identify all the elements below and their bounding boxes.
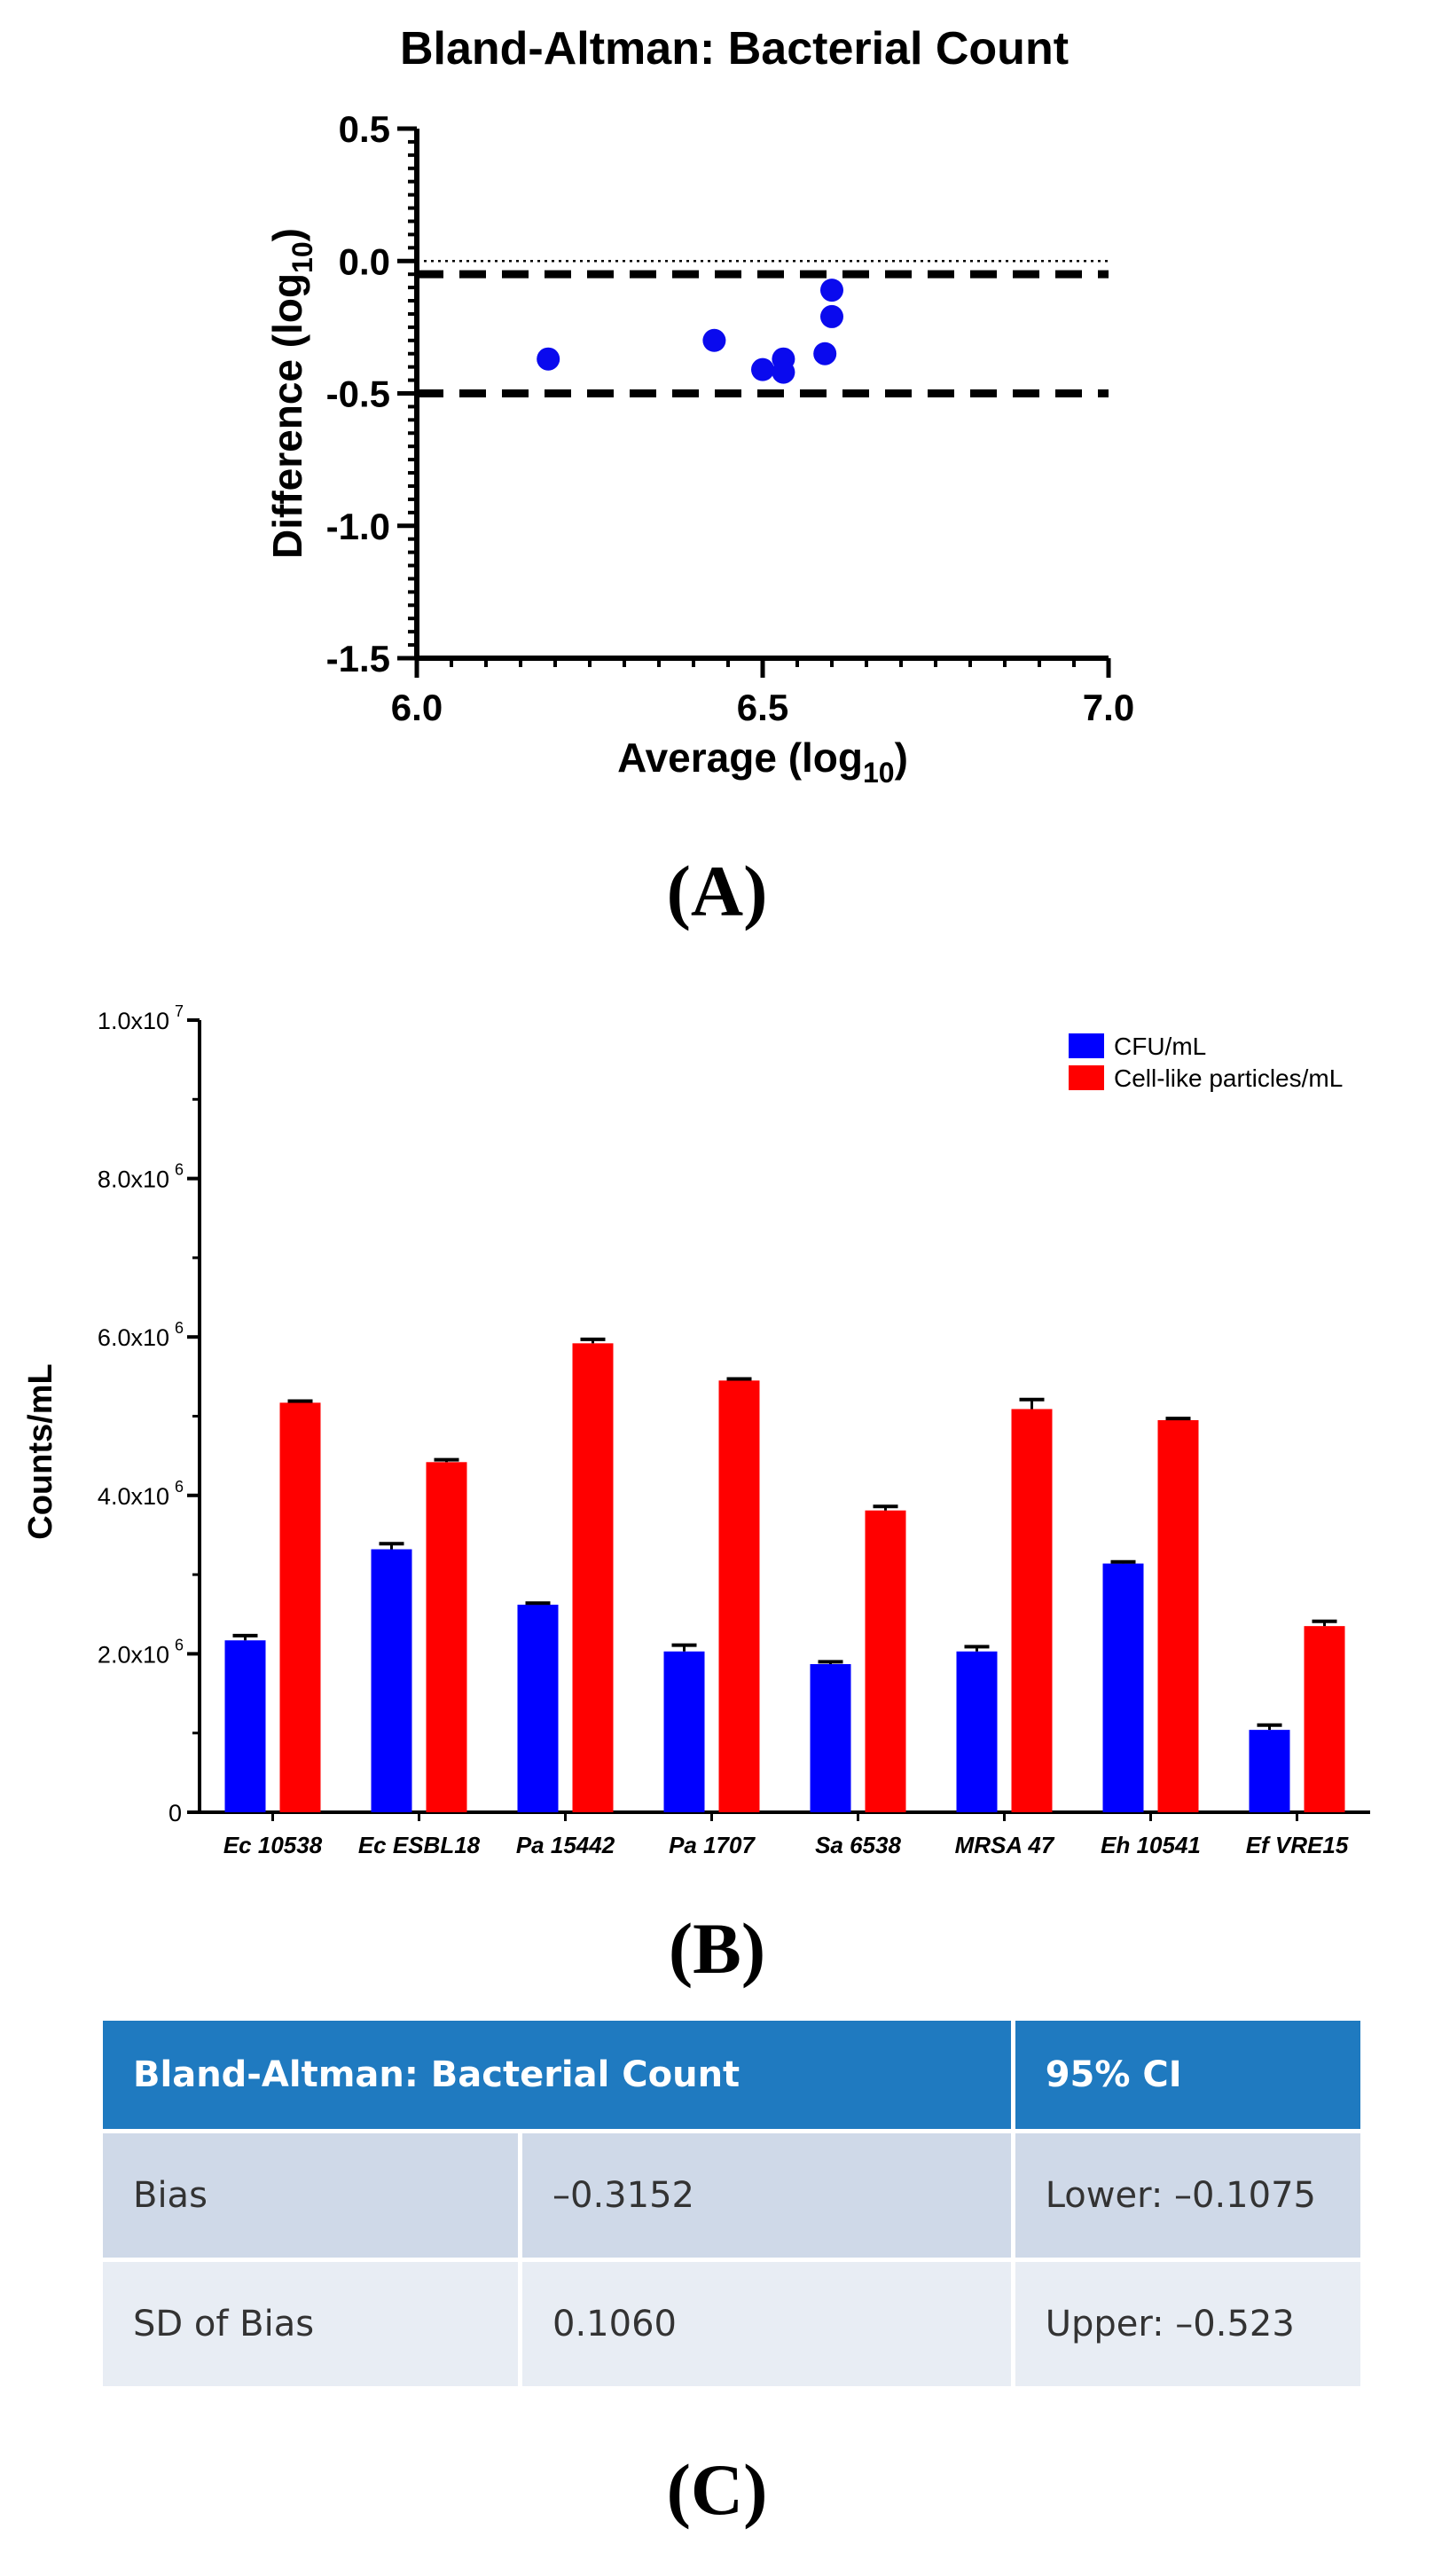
- y-tick-exponent: 6: [175, 1636, 184, 1653]
- bar: [865, 1510, 906, 1812]
- y-tick-label: 0: [168, 1800, 182, 1826]
- table-cell-ci: Lower: –0.1075: [1013, 2131, 1360, 2262]
- table-cell-label: SD of Bias: [103, 2259, 522, 2391]
- table-cell-value: –0.3152: [520, 2131, 1015, 2262]
- data-point: [820, 304, 843, 328]
- bar: [810, 1664, 851, 1812]
- y-tick-label: 0.0: [339, 240, 390, 282]
- y-axis-label-end: ): [264, 228, 310, 241]
- x-tick-label: Pa 15442: [516, 1832, 615, 1858]
- bar: [572, 1343, 614, 1812]
- y-axis-label: Difference (log10): [264, 228, 318, 559]
- x-tick-label: Ec 10538: [223, 1832, 323, 1858]
- bacterial-count-bar-chart: 0 2.0x10 6 4.0x10 6 6.0x10 6 8.0x10 6 1.0x10 7 Coun…: [22, 1002, 1370, 1858]
- x-axis-label-end: ): [895, 734, 908, 781]
- x-tick-label: Sa 6538: [815, 1832, 901, 1858]
- bar: [1102, 1563, 1144, 1812]
- data-point: [813, 342, 837, 365]
- y-axis-label: Counts/mL: [22, 1363, 59, 1539]
- legend-swatch: [1069, 1065, 1104, 1090]
- bar: [279, 1402, 321, 1812]
- y-tick-label: -0.5: [326, 373, 390, 415]
- bar: [1157, 1419, 1199, 1812]
- y-tick-label: -1.0: [326, 506, 390, 547]
- bar: [956, 1651, 998, 1812]
- y-tick-label: 6.0x10: [98, 1324, 169, 1351]
- data-point: [820, 279, 843, 302]
- legend-label: CFU/mL: [1114, 1033, 1206, 1060]
- x-tick-label: Eh 10541: [1101, 1832, 1201, 1858]
- x-tick-label: MRSA 47: [955, 1832, 1055, 1858]
- legend-swatch: [1069, 1033, 1104, 1058]
- data-point: [772, 360, 795, 384]
- y-tick-label: -1.5: [326, 638, 390, 679]
- chart-title: Bland-Altman: Bacterial Count: [400, 23, 1069, 75]
- y-tick-exponent: 6: [175, 1161, 184, 1179]
- y-tick-exponent: 6: [175, 1478, 184, 1496]
- x-axis-label-subscript: 10: [863, 757, 895, 789]
- legend-label: Cell-like particles/mL: [1114, 1064, 1343, 1092]
- bar: [1011, 1409, 1053, 1812]
- data-point: [537, 347, 560, 371]
- x-tick-label: 6.0: [391, 687, 443, 728]
- x-tick-label: Ef VRE15: [1246, 1832, 1349, 1858]
- y-tick-exponent: 7: [175, 1002, 184, 1020]
- bar: [1249, 1730, 1290, 1812]
- y-tick-exponent: 6: [175, 1319, 184, 1337]
- x-axis-label: Average (log10): [617, 734, 908, 789]
- table-cell-value: 0.1060: [520, 2259, 1015, 2391]
- table-header-row: Bland-Altman: Bacterial Count 95% CI: [103, 2021, 1360, 2133]
- data-point: [751, 357, 774, 381]
- table-header-ci: 95% CI: [1013, 2021, 1360, 2133]
- x-tick-label: 7.0: [1083, 687, 1134, 728]
- x-tick-label: Ec ESBL18: [358, 1832, 481, 1858]
- bar: [426, 1462, 467, 1812]
- bar: [371, 1549, 412, 1812]
- x-tick-label: Pa 1707: [669, 1832, 756, 1858]
- bar: [1304, 1626, 1345, 1812]
- table-row: Bias –0.3152 Lower: –0.1075: [103, 2131, 1360, 2262]
- panel-label-b: (B): [668, 1908, 766, 1989]
- data-point: [702, 328, 726, 352]
- bland-altman-table: Bland-Altman: Bacterial Count 95% CI Bia…: [103, 2021, 1360, 2391]
- y-tick-label: 8.0x10: [98, 1166, 169, 1193]
- table-cell-label: Bias: [103, 2131, 522, 2262]
- y-tick-label: 1.0x10: [98, 1008, 169, 1034]
- bar: [718, 1380, 760, 1812]
- table-header-title: Bland-Altman: Bacterial Count: [103, 2021, 1015, 2133]
- y-tick-label: 4.0x10: [98, 1483, 169, 1510]
- panel-label-c: (C): [666, 2449, 768, 2530]
- y-tick-label: 2.0x10: [98, 1641, 169, 1668]
- y-tick-label: 0.5: [339, 108, 390, 150]
- x-tick-label: 6.5: [737, 687, 788, 728]
- panel-label-a: (A): [666, 851, 768, 931]
- table-cell-ci: Upper: –0.523: [1013, 2259, 1360, 2391]
- bar: [663, 1651, 705, 1812]
- table-row: SD of Bias 0.1060 Upper: –0.523: [103, 2259, 1360, 2391]
- y-axis-label-subscript: 10: [286, 241, 318, 273]
- bar: [517, 1605, 559, 1812]
- bar: [224, 1640, 266, 1812]
